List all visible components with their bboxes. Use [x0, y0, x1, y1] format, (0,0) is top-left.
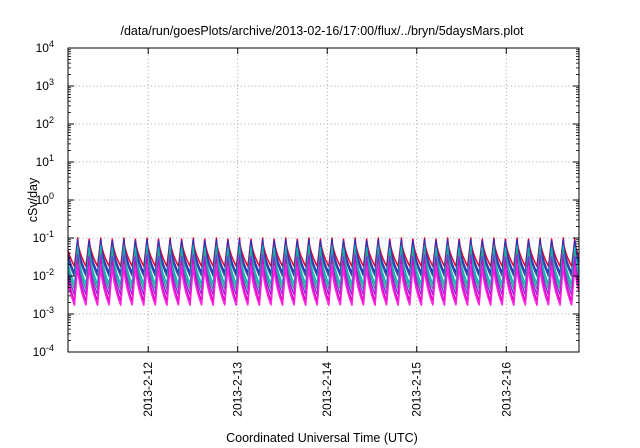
y-tick-label: 10-1 — [33, 229, 54, 245]
series-line — [67, 254, 580, 296]
series-line — [67, 263, 580, 306]
y-tick-label: 100 — [36, 191, 54, 207]
axis-ticks — [68, 47, 579, 353]
series-line — [67, 259, 580, 302]
y-tick-label: 103 — [36, 77, 54, 93]
chart-title: /data/run/goesPlots/archive/2013-02-16/1… — [120, 24, 524, 38]
x-axis-label: Coordinated Universal Time (UTC) — [226, 431, 418, 445]
x-tick-label: 2013-2-16 — [499, 362, 513, 417]
y-tick-label: 10-2 — [33, 267, 54, 283]
y-tick-label: 10-4 — [33, 343, 54, 359]
x-tick-label: 2013-2-12 — [141, 362, 155, 417]
y-tick-label: 104 — [36, 39, 54, 55]
x-tick-label: 2013-2-13 — [231, 362, 245, 417]
series-line — [67, 238, 580, 274]
series-line — [67, 245, 580, 286]
y-tick-labels: 10-4 10-3 10-2 10-1 100 101 102 103 104 — [33, 39, 54, 359]
series-line — [67, 243, 580, 277]
series-line — [67, 250, 580, 290]
y-tick-label: 10-3 — [33, 305, 54, 321]
x-tick-label: 2013-2-15 — [410, 362, 424, 417]
y-axis-label: cSv/day — [26, 177, 40, 222]
y-tick-label: 101 — [36, 153, 54, 169]
y-tick-label: 102 — [36, 115, 54, 131]
x-tick-label: 2013-2-14 — [320, 362, 334, 417]
x-tick-labels: 2013-2-12 2013-2-13 2013-2-14 2013-2-15 2013… — [141, 362, 513, 417]
series-group — [67, 237, 580, 306]
